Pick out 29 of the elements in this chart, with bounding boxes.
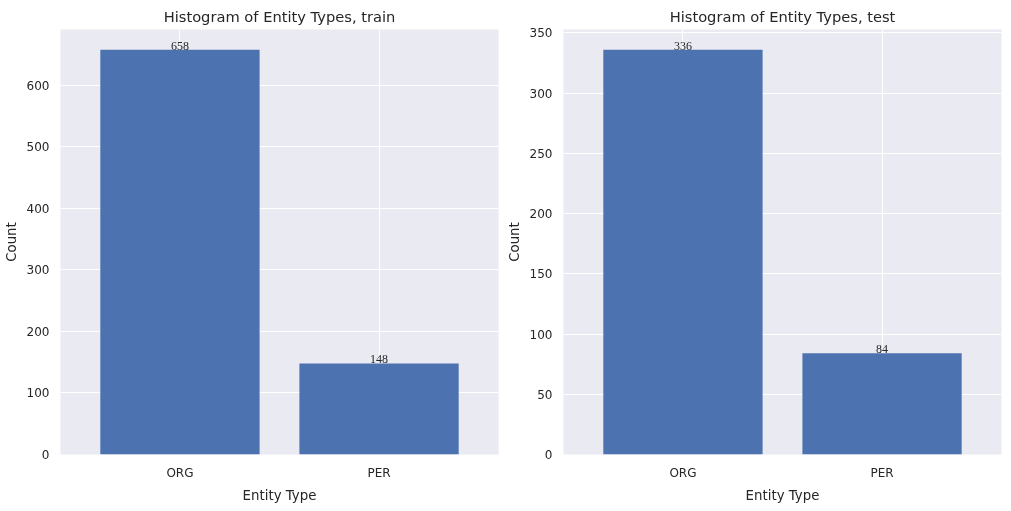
chart-title: Histogram of Entity Types, train <box>163 7 396 25</box>
x-tick-label: PER <box>870 465 894 480</box>
x-tick-label: ORG <box>669 465 697 480</box>
y-axis-title: Count <box>506 222 522 262</box>
y-tick-label: 50 <box>537 387 553 402</box>
y-tick-label: 0 <box>544 448 553 462</box>
y-tick-label: 100 <box>26 386 50 401</box>
data-label: 658 <box>170 38 189 53</box>
y-tick-label: 300 <box>529 86 553 101</box>
y-tick-label: 600 <box>26 78 50 93</box>
x-axis-title: Entity Type <box>242 487 317 503</box>
x-tick-label: ORG <box>166 465 194 480</box>
x-tick-label: PER <box>367 465 391 480</box>
y-axis-title: Count <box>3 222 19 262</box>
x-axis-title: Entity Type <box>745 487 820 503</box>
data-label: 84 <box>876 342 889 357</box>
data-label: 148 <box>370 352 389 367</box>
y-tick-label: 350 <box>529 26 553 41</box>
data-label: 336 <box>673 38 692 53</box>
chart-title: Histogram of Entity Types, test <box>669 7 896 25</box>
y-tick-label: 150 <box>529 267 553 282</box>
y-tick-label: 200 <box>529 207 553 222</box>
y-tick-label: 500 <box>26 140 50 155</box>
y-tick-label: 200 <box>26 324 50 339</box>
y-tick-label: 100 <box>529 327 553 342</box>
y-tick-label: 250 <box>529 146 553 161</box>
y-tick-label: 0 <box>41 448 50 462</box>
y-tick-label: 300 <box>26 263 50 278</box>
y-tick-label: 400 <box>26 201 50 216</box>
